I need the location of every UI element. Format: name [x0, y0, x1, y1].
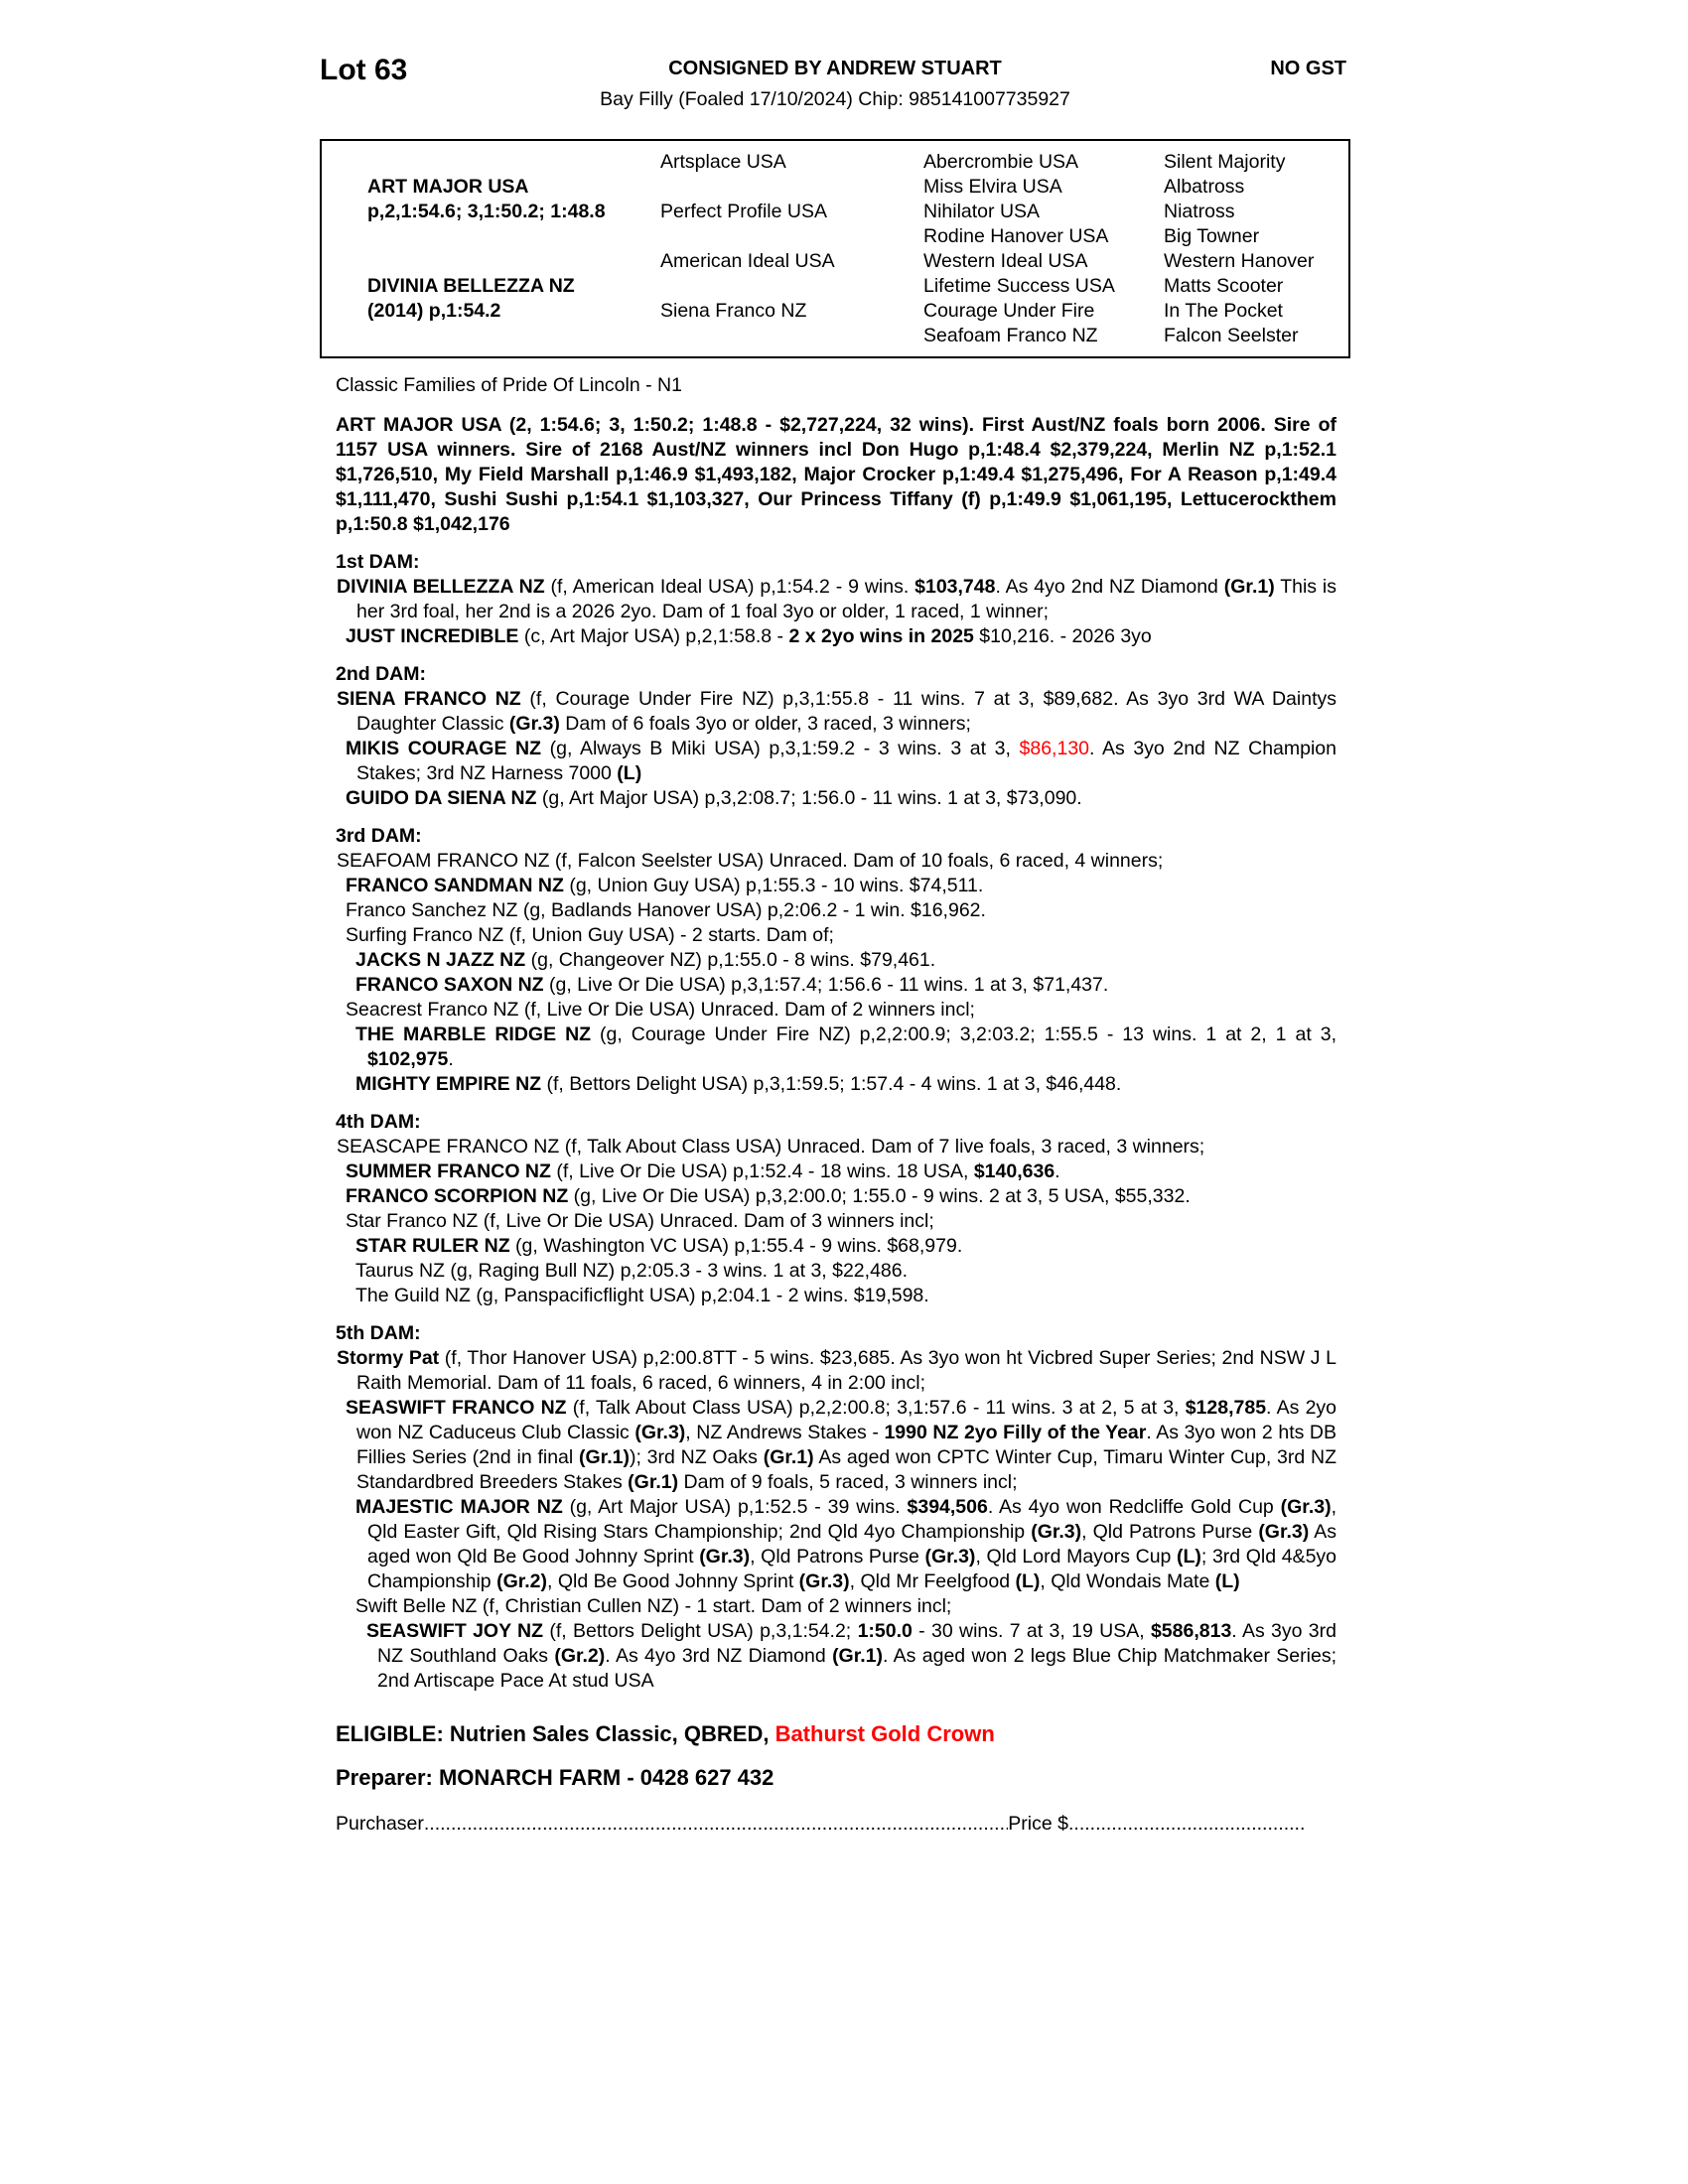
classic-families-line: Classic Families of Pride Of Lincoln - N… — [336, 374, 682, 396]
pedigree-entry: FRANCO SAXON NZ (g, Live Or Die USA) p,3… — [355, 974, 1109, 996]
dam-heading: 2nd DAM: — [336, 663, 426, 685]
pedigree-gen3-item: Lifetime Success USA — [923, 275, 1115, 297]
pedigree-entry: Taurus NZ (g, Raging Bull NZ) p,2:05.3 -… — [355, 1260, 909, 1282]
pedigree-entry: MIGHTY EMPIRE NZ (f, Bettors Delight USA… — [355, 1073, 1122, 1095]
pedigree-entry: Franco Sanchez NZ (g, Badlands Hanover U… — [346, 899, 986, 921]
header-center: CONSIGNED BY ANDREW STUART Bay Filly (Fo… — [449, 58, 1221, 111]
eligibility-line: ELIGIBLE: Nutrien Sales Classic, QBRED, … — [336, 1721, 995, 1746]
pedigree-sire-cell: ART MAJOR USA p,2,1:54.6; 3,1:50.2; 1:48… — [322, 150, 660, 249]
pedigree-gen4-item: Silent Majority — [1164, 151, 1286, 173]
gst-flag: NO GST — [1270, 58, 1346, 79]
pedigree-entry: FRANCO SCORPION NZ (g, Live Or Die USA) … — [346, 1185, 1191, 1207]
pedigree-entry: SEAFOAM FRANCO NZ (f, Falcon Seelster US… — [337, 850, 1164, 872]
dam-heading: 5th DAM: — [336, 1322, 421, 1344]
purchaser-line: Purchaser...............................… — [336, 1812, 1304, 1837]
lot-number: Lot 63 — [320, 54, 408, 86]
dam-sections: 1st DAM: DIVINIA BELLEZZA NZ (f, American… — [336, 550, 1336, 1694]
pedigree-gen4-item: Niatross — [1164, 201, 1235, 222]
pedigree-entry: MIKIS COURAGE NZ (g, Always B Miki USA) … — [346, 738, 1336, 784]
pedigree-table: ART MAJOR USA p,2,1:54.6; 3,1:50.2; 1:48… — [320, 139, 1350, 358]
pedigree-gen3-item: Rodine Hanover USA — [923, 225, 1109, 247]
pedigree-entry: Swift Belle NZ (f, Christian Cullen NZ) … — [355, 1595, 952, 1617]
consignor-line: CONSIGNED BY ANDREW STUART — [668, 58, 1002, 79]
foal-info-line: Bay Filly (Foaled 17/10/2024) Chip: 9851… — [600, 88, 1070, 110]
sire-name: ART MAJOR USA — [367, 176, 529, 198]
purchaser-dotted-rule: ........................................… — [423, 1813, 1008, 1835]
page-content: Lot 63 CONSIGNED BY ANDREW STUART Bay Fi… — [320, 54, 1350, 1837]
pedigree-entry: JUST INCREDIBLE (c, Art Major USA) p,2,1… — [346, 625, 1152, 647]
preparer-line: Preparer: MONARCH FARM - 0428 627 432 — [336, 1765, 774, 1790]
pedigree-entry: SEASWIFT FRANCO NZ (f, Talk About Class … — [346, 1397, 1337, 1493]
pedigree-gen3-item: Courage Under Fire — [923, 300, 1095, 322]
pedigree-gen4-item: Big Towner — [1164, 225, 1260, 247]
pedigree-entry: MAJESTIC MAJOR NZ (g, Art Major USA) p,1… — [355, 1496, 1337, 1592]
pedigree-entry: SEASCAPE FRANCO NZ (f, Talk About Class … — [337, 1136, 1205, 1158]
pedigree-entry: FRANCO SANDMAN NZ (g, Union Guy USA) p,1… — [346, 875, 984, 896]
pedigree-gen3-item: Seafoam Franco NZ — [923, 325, 1098, 346]
dam-heading: 1st DAM: — [336, 551, 420, 573]
pedigree-gen4-item: Western Hanover — [1164, 250, 1315, 272]
pedigree-entry: SUMMER FRANCO NZ (f, Live Or Die USA) p,… — [346, 1160, 1060, 1182]
pedigree-gen2-item: Perfect Profile USA — [660, 201, 827, 222]
pedigree-gen3-item: Miss Elvira USA — [923, 176, 1062, 198]
pedigree-gen4-item: Falcon Seelster — [1164, 325, 1299, 346]
pedigree-entry: Stormy Pat (f, Thor Hanover USA) p,2:00.… — [337, 1347, 1337, 1394]
price-label: Price $ — [1008, 1813, 1068, 1835]
pedigree-gen2-item: American Ideal USA — [660, 250, 835, 272]
pedigree-entry: Surfing Franco NZ (f, Union Guy USA) - 2… — [346, 924, 834, 946]
pedigree-gen2-item: Artsplace USA — [660, 151, 786, 173]
dam-record: (2014) p,1:54.2 — [367, 300, 501, 322]
pedigree-gen3-item: Nihilator USA — [923, 201, 1041, 222]
dam-heading: 3rd DAM: — [336, 825, 422, 847]
pedigree-entry: STAR RULER NZ (g, Washington VC USA) p,1… — [355, 1235, 963, 1257]
pedigree-entry: GUIDO DA SIENA NZ (g, Art Major USA) p,3… — [346, 787, 1082, 809]
purchaser-label: Purchaser — [336, 1813, 424, 1835]
sire-summary-paragraph: ART MAJOR USA (2, 1:54.6; 3, 1:50.2; 1:4… — [336, 414, 1336, 535]
pedigree-gen4-item: In The Pocket — [1164, 300, 1283, 322]
pedigree-entry: The Guild NZ (g, Panspacificflight USA) … — [355, 1285, 929, 1306]
pedigree-gen4-item: Albatross — [1164, 176, 1245, 198]
pedigree-entry: DIVINIA BELLEZZA NZ (f, American Ideal U… — [337, 576, 1336, 622]
pedigree-entry: SIENA FRANCO NZ (f, Courage Under Fire N… — [337, 688, 1336, 735]
pedigree-gen2-item: Siena Franco NZ — [660, 300, 807, 322]
dam-name: DIVINIA BELLEZZA NZ — [367, 275, 575, 297]
pedigree-gen4-item: Matts Scooter — [1164, 275, 1284, 297]
pedigree-entry: THE MARBLE RIDGE NZ (g, Courage Under Fi… — [355, 1024, 1336, 1070]
pedigree-gen3-item: Abercrombie USA — [923, 151, 1079, 173]
pedigree-entry: Seacrest Franco NZ (f, Live Or Die USA) … — [346, 999, 975, 1021]
pedigree-entry: Star Franco NZ (f, Live Or Die USA) Unra… — [346, 1210, 934, 1232]
lot-header: Lot 63 CONSIGNED BY ANDREW STUART Bay Fi… — [320, 54, 1350, 139]
pedigree-gen3-item: Western Ideal USA — [923, 250, 1088, 272]
pedigree-entry: JACKS N JAZZ NZ (g, Changeover NZ) p,1:5… — [355, 949, 936, 971]
sire-record: p,2,1:54.6; 3,1:50.2; 1:48.8 — [367, 201, 606, 222]
pedigree-dam-cell: DIVINIA BELLEZZA NZ (2014) p,1:54.2 — [322, 249, 660, 348]
pedigree-entry: SEASWIFT JOY NZ (f, Bettors Delight USA)… — [366, 1620, 1336, 1692]
dam-heading: 4th DAM: — [336, 1111, 421, 1133]
price-dotted-rule: ........................................… — [1068, 1813, 1304, 1835]
